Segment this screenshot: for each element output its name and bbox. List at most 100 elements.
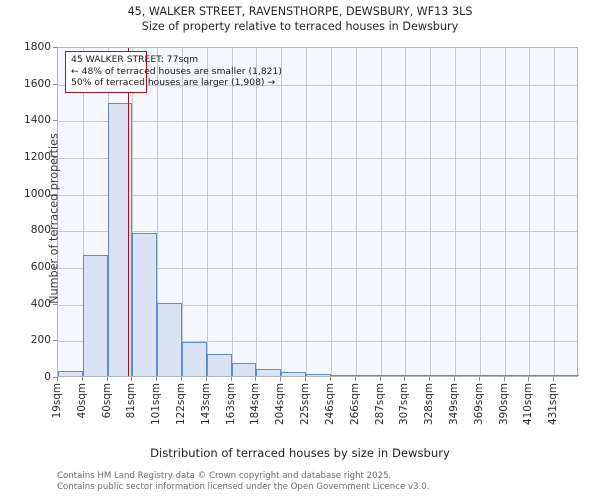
x-axis-tick-label: 225sqm bbox=[299, 383, 312, 425]
y-axis-tick-label: 1400 bbox=[24, 114, 51, 127]
y-axis-tick-label: 1600 bbox=[24, 77, 51, 90]
x-axis-tick-mark bbox=[305, 377, 307, 381]
footer-line-2: Contains public sector information licen… bbox=[57, 482, 430, 492]
gridline-horizontal bbox=[58, 194, 577, 196]
y-axis-tick-mark bbox=[53, 340, 57, 342]
x-axis-tick-label: 40sqm bbox=[75, 383, 88, 419]
x-axis-tick-mark bbox=[503, 377, 505, 381]
x-axis-tick-label: 184sqm bbox=[249, 383, 262, 425]
x-axis-tick-mark bbox=[230, 377, 232, 381]
x-axis-tick-mark bbox=[81, 377, 83, 381]
x-axis-tick-label: 349sqm bbox=[447, 383, 460, 425]
gridline-vertical bbox=[554, 48, 556, 376]
x-axis-tick-mark bbox=[478, 377, 480, 381]
histogram-bar bbox=[330, 374, 356, 376]
x-axis-tick-mark bbox=[156, 377, 158, 381]
histogram-bar bbox=[380, 374, 406, 376]
y-axis-tick-label: 200 bbox=[30, 334, 51, 347]
gridline-vertical bbox=[182, 48, 184, 376]
x-axis-tick-label: 287sqm bbox=[373, 383, 386, 425]
x-axis-tick-label: 122sqm bbox=[175, 383, 188, 425]
histogram-bar bbox=[529, 375, 555, 376]
x-axis-tick-mark bbox=[329, 377, 331, 381]
gridline-vertical bbox=[206, 48, 208, 376]
plot-area bbox=[57, 47, 579, 377]
x-axis-tick-label: 19sqm bbox=[51, 383, 63, 419]
histogram-bar bbox=[132, 233, 158, 376]
gridline-horizontal bbox=[58, 158, 577, 159]
gridline-vertical bbox=[330, 48, 332, 376]
x-axis-tick-mark bbox=[453, 377, 455, 381]
x-axis-tick-mark bbox=[106, 377, 108, 381]
y-axis-tick-label: 1800 bbox=[24, 41, 51, 53]
x-axis-title: Distribution of terraced houses by size … bbox=[150, 446, 450, 460]
x-axis-tick-mark bbox=[131, 377, 133, 381]
gridline-horizontal bbox=[58, 231, 577, 233]
histogram-bar bbox=[281, 371, 307, 376]
x-axis-tick-mark bbox=[205, 377, 207, 381]
x-axis-tick-label: 431sqm bbox=[547, 383, 560, 425]
gridline-vertical bbox=[157, 48, 159, 376]
x-axis-tick-label: 204sqm bbox=[274, 383, 287, 425]
histogram-bar bbox=[182, 342, 207, 376]
y-axis-tick-mark bbox=[53, 377, 57, 378]
y-axis-tick-mark bbox=[53, 193, 57, 195]
x-axis-tick-label: 101sqm bbox=[150, 383, 163, 425]
histogram-bar bbox=[157, 302, 183, 376]
histogram-bar bbox=[58, 370, 83, 376]
histogram-bar bbox=[82, 255, 108, 376]
x-axis-tick-label: 390sqm bbox=[497, 383, 510, 425]
gridline-vertical bbox=[479, 48, 481, 376]
x-axis-tick-mark bbox=[255, 377, 257, 381]
annotation-line-3: 50% of terraced houses are larger (1,908… bbox=[71, 77, 275, 89]
y-axis-tick-label: 400 bbox=[30, 297, 51, 310]
y-axis-title: Number of terraced properties bbox=[47, 133, 61, 304]
gridline-vertical bbox=[454, 48, 456, 376]
x-axis-tick-label: 266sqm bbox=[348, 383, 361, 425]
gridline-vertical bbox=[256, 48, 258, 376]
title-block: 45, WALKER STREET, RAVENSTHORPE, DEWSBUR… bbox=[0, 4, 600, 34]
y-axis-tick-mark bbox=[53, 303, 57, 305]
gridline-vertical bbox=[405, 48, 407, 376]
y-axis-tick-label: 800 bbox=[30, 224, 51, 237]
y-axis-tick-mark bbox=[53, 267, 57, 268]
x-axis-tick-label: 163sqm bbox=[224, 383, 237, 425]
footer-attribution: Contains HM Land Registry data © Crown c… bbox=[57, 471, 429, 493]
y-axis-tick-label: 1000 bbox=[24, 187, 51, 200]
histogram-bar bbox=[231, 363, 257, 376]
page-subtitle: Size of property relative to terraced ho… bbox=[141, 20, 459, 33]
gridline-vertical bbox=[504, 48, 506, 376]
x-axis-tick-mark bbox=[379, 377, 381, 381]
gridline-vertical bbox=[430, 48, 432, 376]
gridline-vertical bbox=[82, 48, 84, 376]
x-axis-tick-mark bbox=[553, 377, 555, 381]
x-axis-tick-mark bbox=[181, 377, 183, 381]
gridline-vertical bbox=[380, 48, 382, 376]
gridline-horizontal bbox=[58, 341, 577, 343]
y-axis-tick-mark bbox=[53, 47, 57, 48]
annotation-line-2: ← 48% of terraced houses are smaller (1,… bbox=[71, 66, 282, 78]
x-axis-tick-mark bbox=[280, 377, 282, 381]
gridline-horizontal bbox=[58, 121, 577, 123]
footer-line-1: Contains HM Land Registry data © Crown c… bbox=[57, 471, 392, 481]
x-axis-tick-label: 307sqm bbox=[398, 383, 411, 425]
histogram-bar bbox=[306, 374, 331, 376]
gridline-vertical bbox=[306, 48, 308, 376]
x-axis-tick-mark bbox=[429, 377, 431, 381]
x-axis-tick-label: 60sqm bbox=[100, 383, 113, 419]
gridline-horizontal bbox=[58, 304, 577, 306]
histogram-bar bbox=[479, 375, 505, 376]
y-axis-tick-label: 0 bbox=[44, 371, 51, 383]
x-axis-tick-label: 246sqm bbox=[323, 383, 336, 425]
histogram-bar bbox=[355, 374, 381, 376]
histogram-bar bbox=[405, 374, 431, 376]
gridline-vertical bbox=[132, 48, 134, 376]
property-marker-line bbox=[127, 48, 130, 376]
y-axis-tick-label: 600 bbox=[30, 261, 51, 273]
x-axis-tick-label: 328sqm bbox=[423, 383, 436, 425]
gridline-vertical bbox=[529, 48, 531, 376]
y-axis-tick-mark bbox=[53, 83, 57, 85]
x-axis-tick-mark bbox=[528, 377, 530, 381]
y-axis-tick-mark bbox=[53, 157, 57, 158]
y-axis-tick-label: 1200 bbox=[24, 151, 51, 163]
